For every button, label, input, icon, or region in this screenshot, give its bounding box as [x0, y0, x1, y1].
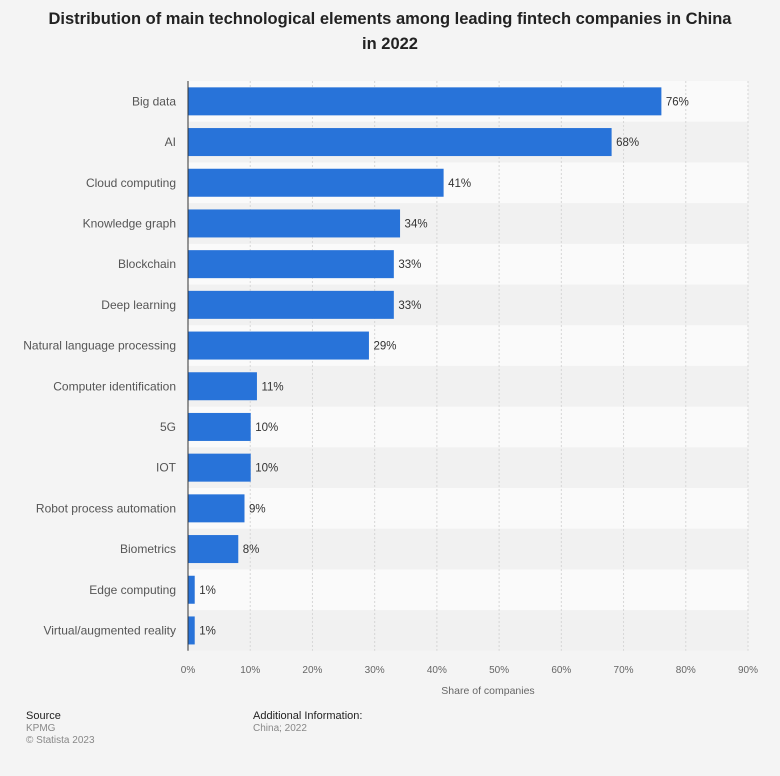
category-label: Blockchain	[118, 257, 176, 271]
value-label: 10%	[255, 422, 278, 434]
chart-title: Distribution of main technological eleme…	[48, 10, 732, 53]
value-label: 68%	[616, 137, 639, 149]
value-label: 33%	[398, 259, 421, 271]
row-band	[188, 528, 748, 570]
value-label: 1%	[199, 585, 216, 597]
category-label: Natural language processing	[23, 339, 176, 353]
bar	[188, 209, 401, 238]
value-label: 1%	[199, 625, 216, 637]
bar	[188, 372, 257, 401]
bar	[188, 412, 251, 441]
bar-chart: 0% 10% 20% 30% 40% 50% 60% 70% 80% 90% Big data 76%…	[23, 81, 758, 697]
bar	[188, 128, 612, 157]
copyright-text: © Statista 2023	[26, 735, 95, 746]
additional-info-label: Additional Information:	[253, 710, 363, 722]
row-band	[188, 610, 748, 651]
x-axis-title: Share of companies	[441, 685, 534, 697]
row-band	[188, 365, 748, 407]
bar	[188, 87, 662, 116]
category-label: Biometrics	[120, 542, 176, 556]
value-label: 9%	[249, 503, 266, 515]
bar	[188, 575, 195, 604]
value-label: 8%	[243, 544, 260, 556]
category-label: Robot process automation	[36, 501, 176, 515]
category-label: Knowledge graph	[83, 216, 176, 230]
category-label: IOT	[156, 461, 177, 475]
category-label: 5G	[160, 420, 176, 434]
value-label: 29%	[373, 341, 396, 353]
source-value: KPMG	[26, 723, 56, 734]
bar	[188, 494, 245, 523]
bar	[188, 616, 195, 645]
category-label: Big data	[132, 94, 176, 108]
x-tick-label: 30%	[365, 665, 385, 676]
x-tick-label: 60%	[551, 665, 571, 676]
bar	[188, 250, 394, 279]
x-tick-label: 90%	[738, 665, 758, 676]
category-label: Edge computing	[89, 583, 176, 597]
bar	[188, 290, 394, 319]
x-tick-label: 0%	[181, 665, 196, 676]
x-tick-label: 20%	[302, 665, 322, 676]
x-tick-label: 80%	[676, 665, 696, 676]
category-label: Deep learning	[101, 298, 176, 312]
x-tick-label: 10%	[240, 665, 260, 676]
category-label: AI	[165, 135, 176, 149]
bar	[188, 535, 239, 564]
category-label: Computer identification	[53, 379, 176, 393]
bar	[188, 168, 444, 197]
x-tick-label: 70%	[614, 665, 634, 676]
value-label: 10%	[255, 463, 278, 475]
row-band	[188, 447, 748, 488]
bar	[188, 331, 369, 360]
x-tick-label: 40%	[427, 665, 447, 676]
source-label: Source	[26, 710, 61, 722]
category-label: Virtual/augmented reality	[43, 623, 176, 637]
x-tick-label: 50%	[489, 665, 509, 676]
value-label: 41%	[448, 178, 471, 190]
bar	[188, 453, 251, 482]
value-label: 33%	[398, 300, 421, 312]
category-label: Cloud computing	[86, 176, 176, 190]
value-label: 34%	[405, 218, 428, 230]
additional-info-value: China; 2022	[253, 723, 307, 734]
value-label: 76%	[666, 96, 689, 108]
value-label: 11%	[261, 381, 283, 393]
